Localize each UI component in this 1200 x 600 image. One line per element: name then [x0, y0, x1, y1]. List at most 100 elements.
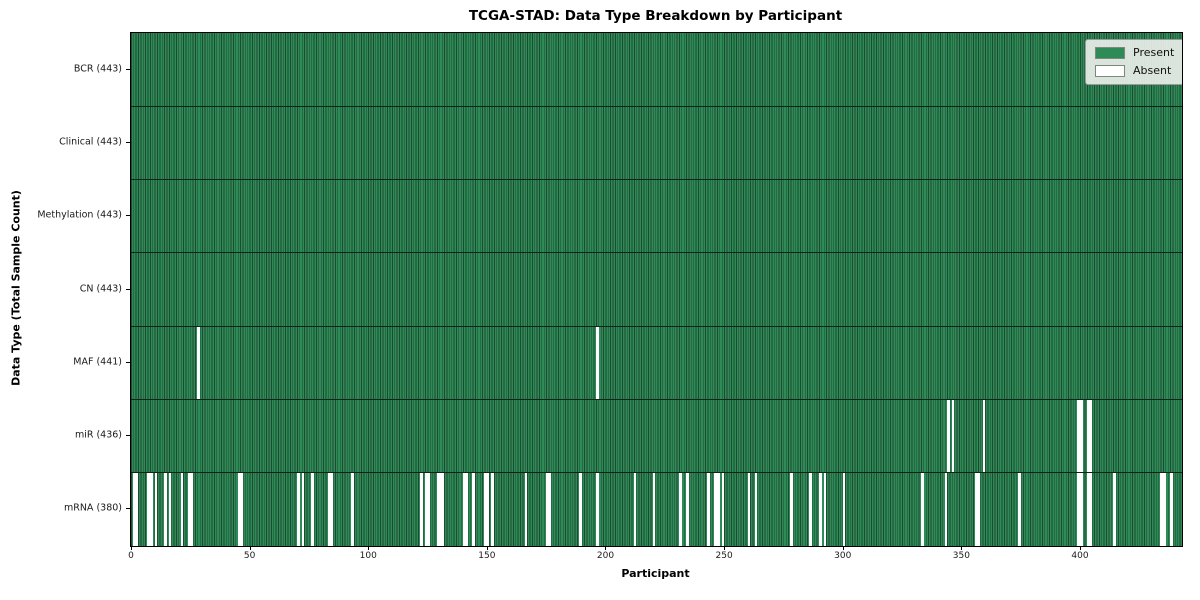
- legend-swatch-absent: [1095, 65, 1125, 77]
- absent-stripe-mRNA-403: [1086, 472, 1090, 546]
- absent-stripe-mRNA-434: [1160, 472, 1164, 546]
- absent-stripe-miR-359: [982, 399, 986, 473]
- absent-stripe-mRNA-14: [164, 472, 167, 546]
- chart-title: TCGA-STAD: Data Type Breakdown by Partic…: [468, 8, 843, 24]
- y-tick-mark: [126, 435, 130, 437]
- absent-stripe-MAF-28: [197, 326, 200, 400]
- x-tick-mark: [961, 546, 963, 550]
- y-tick-label-BCR: BCR (443): [73, 63, 122, 75]
- x-tick-label-400: 400: [1071, 551, 1089, 561]
- absent-stripe-mRNA-7: [147, 472, 151, 546]
- x-tick-mark: [249, 546, 251, 550]
- absent-stripe-mRNA-438: [1169, 472, 1173, 546]
- absent-stripe-mRNA-189: [579, 472, 582, 546]
- absent-stripe-mRNA-435: [1162, 472, 1166, 546]
- row-band-CN: [131, 252, 1182, 327]
- absent-stripe-mRNA-122: [420, 472, 423, 546]
- absent-stripe-mRNA-414: [1113, 472, 1116, 546]
- row-separator: [131, 252, 1182, 254]
- absent-stripe-mRNA-150: [486, 472, 490, 546]
- absent-stripe-mRNA-70: [296, 472, 300, 546]
- absent-stripe-mRNA-286: [809, 472, 813, 546]
- plot-area: Present Absent: [130, 32, 1183, 547]
- y-tick-mark: [126, 68, 130, 70]
- absent-stripe-mRNA-263: [754, 472, 758, 546]
- absent-stripe-mRNA-343: [944, 472, 948, 546]
- legend: Present Absent: [1085, 39, 1182, 85]
- absent-stripe-MAF-196: [595, 326, 599, 400]
- legend-entry-absent: Absent: [1095, 65, 1174, 77]
- absent-stripe-mRNA-357: [977, 472, 981, 546]
- y-tick-mark: [126, 141, 130, 143]
- x-tick-label-0: 0: [128, 551, 134, 561]
- absent-stripe-miR-399: [1077, 399, 1081, 473]
- y-tick-label-miR: miR (436): [74, 429, 122, 441]
- absent-stripe-miR-346: [951, 399, 955, 473]
- absent-stripe-mRNA-300: [842, 472, 846, 546]
- absent-stripe-mRNA-10: [154, 472, 158, 546]
- x-tick-mark: [842, 546, 844, 550]
- absent-stripe-mRNA-176: [548, 472, 552, 546]
- legend-swatch-present: [1095, 47, 1125, 59]
- absent-stripe-mRNA-1: [133, 472, 136, 546]
- x-tick-mark: [724, 546, 726, 550]
- absent-stripe-mRNA-333: [920, 472, 924, 546]
- absent-stripe-mRNA-131: [441, 472, 445, 546]
- y-tick-label-Clinical: Clinical (443): [59, 136, 122, 148]
- row-separator: [131, 105, 1182, 107]
- absent-stripe-mRNA-72: [301, 472, 305, 546]
- absent-stripe-mRNA-246: [714, 472, 718, 546]
- absent-stripe-mRNA-399: [1077, 472, 1081, 546]
- x-tick-label-150: 150: [478, 551, 496, 561]
- row-separator: [131, 398, 1182, 400]
- absent-stripe-mRNA-124: [425, 472, 428, 546]
- x-tick-label-100: 100: [359, 551, 377, 561]
- legend-label-present: Present: [1133, 46, 1175, 59]
- absent-stripe-mRNA-249: [721, 472, 725, 546]
- absent-stripe-mRNA-400: [1079, 472, 1083, 546]
- absent-stripe-miR-400: [1079, 399, 1083, 473]
- absent-stripe-mRNA-46: [239, 472, 243, 546]
- absent-stripe-mRNA-140: [462, 472, 466, 546]
- absent-stripe-mRNA-16: [168, 472, 172, 546]
- absent-stripe-mRNA-2: [135, 472, 139, 546]
- absent-stripe-mRNA-212: [633, 472, 637, 546]
- row-band-BCR: [131, 33, 1182, 107]
- x-axis-title: Participant: [621, 567, 690, 580]
- row-band-Clinical: [131, 106, 1182, 180]
- absent-stripe-mRNA-292: [823, 472, 827, 546]
- row-separator: [131, 179, 1182, 181]
- absent-stripe-mRNA-175: [546, 472, 549, 546]
- absent-stripe-miR-403: [1086, 399, 1090, 473]
- y-tick-label-CN: CN (443): [79, 283, 122, 294]
- row-band-Methylation: [131, 179, 1182, 253]
- absent-stripe-mRNA-356: [975, 472, 979, 546]
- absent-stripe-mRNA-149: [484, 472, 488, 546]
- legend-entry-present: Present: [1095, 47, 1174, 59]
- absent-stripe-mRNA-220: [652, 472, 656, 546]
- absent-stripe-mRNA-93: [351, 472, 355, 546]
- absent-stripe-mRNA-166: [524, 472, 528, 546]
- x-tick-mark: [368, 546, 370, 550]
- absent-stripe-mRNA-125: [427, 472, 431, 546]
- row-separator: [131, 325, 1182, 327]
- absent-stripe-mRNA-83: [327, 472, 331, 546]
- absent-stripe-mRNA-404: [1089, 472, 1092, 546]
- absent-stripe-mRNA-260: [747, 472, 751, 546]
- absent-stripe-mRNA-196: [595, 472, 599, 546]
- y-tick-label-mRNA: mRNA (380): [63, 502, 122, 514]
- absent-stripe-mRNA-129: [436, 472, 440, 546]
- absent-stripe-mRNA-234: [686, 472, 689, 546]
- y-tick-mark: [126, 288, 130, 290]
- absent-stripe-mRNA-8: [149, 472, 153, 546]
- absent-stripe-mRNA-21: [180, 472, 184, 546]
- x-tick-mark: [1079, 546, 1081, 550]
- absent-stripe-mRNA-141: [465, 472, 469, 546]
- x-tick-mark: [486, 546, 488, 550]
- absent-stripe-mRNA-374: [1018, 472, 1021, 546]
- absent-stripe-mRNA-152: [491, 472, 495, 546]
- absent-stripe-mRNA-247: [716, 472, 720, 546]
- row-band-MAF: [131, 326, 1182, 400]
- absent-stripe-mRNA-278: [790, 472, 794, 546]
- absent-stripe-mRNA-144: [472, 472, 476, 546]
